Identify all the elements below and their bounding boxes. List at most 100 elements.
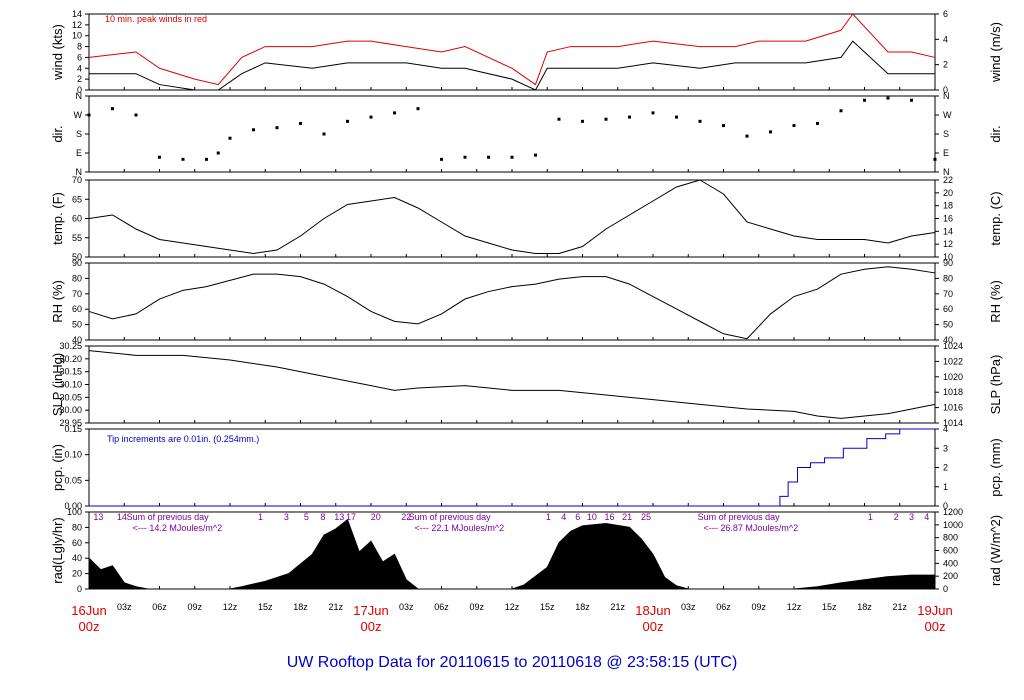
x-minor-label: 18z [575, 602, 590, 612]
direction-point [839, 109, 843, 113]
direction-point [416, 107, 420, 111]
left-tick-label-slp: 29.95 [59, 418, 82, 428]
rad-hour-mark: 8 [320, 512, 325, 522]
x-major-label: 16Jun [71, 603, 106, 618]
y-axis-label-temp: temp. (F) [50, 192, 65, 245]
left-tick-label-rh: 70 [72, 289, 82, 299]
y-axis-label-slp: SLP (inHg) [50, 353, 65, 416]
right-tick-label-rad: 800 [943, 533, 958, 543]
direction-point [722, 124, 725, 128]
left-tick-label-rad: 60 [72, 538, 82, 548]
direction-point [933, 157, 937, 161]
left-tick-label-wind: 12 [72, 20, 82, 30]
right-tick-label-rh: 80 [943, 273, 953, 283]
x-minor-label: 09z [469, 602, 484, 612]
y-axis-label-right-temp: temp. (C) [988, 191, 1003, 245]
left-tick-label-dir: W [74, 110, 83, 120]
rad-sum-label: Sum of previous day [698, 512, 781, 522]
right-tick-label-temp: 22 [943, 175, 953, 185]
x-minor-label: 09z [187, 602, 202, 612]
rad-hour-mark: 14 [117, 512, 127, 522]
left-tick-label-wind: 14 [72, 9, 82, 19]
data-marks [87, 13, 937, 590]
right-tick-label-temp: 12 [943, 239, 953, 249]
x-minor-label: 21z [610, 602, 625, 612]
left-tick-label-slp: 30.10 [59, 380, 82, 390]
right-tick-label-dir: E [943, 148, 949, 158]
rad-sum-value: <--- 14.2 MJoules/m^2 [133, 523, 223, 533]
rad-hour-mark: 13 [334, 512, 344, 522]
direction-point [299, 121, 302, 125]
direction-point [816, 121, 819, 125]
right-tick-label-rad: 200 [943, 571, 958, 581]
x-minor-label: 03z [681, 602, 696, 612]
direction-point [651, 111, 655, 115]
x-minor-label: 03z [117, 602, 132, 612]
left-tick-label-wind: 0 [77, 85, 82, 95]
direction-point [393, 111, 396, 115]
y-axis-label-right-slp: SLP (hPa) [988, 355, 1003, 415]
left-tick-label-wind: 6 [77, 52, 82, 62]
x-major-sublabel: 00z [643, 619, 664, 634]
direction-point [698, 119, 702, 123]
direction-point [557, 117, 561, 121]
left-tick-label-rad: 80 [72, 522, 82, 532]
direction-point [534, 153, 537, 157]
left-tick-label-rh: 40 [72, 335, 82, 345]
left-tick-label-slp: 30.20 [59, 354, 82, 364]
left-tick-label-temp: 65 [72, 194, 82, 204]
right-tick-label-wind: 2 [943, 60, 948, 70]
right-tick-label-rad: 1000 [943, 520, 963, 530]
right-tick-label-rh: 60 [943, 304, 953, 314]
x-minor-label: 12z [787, 602, 802, 612]
left-tick-label-slp: 30.00 [59, 405, 82, 415]
x-minor-label: 12z [223, 602, 238, 612]
left-tick-label-pcp: 0.10 [64, 450, 82, 460]
rad-hour-mark: 21 [622, 512, 632, 522]
right-tick-label-wind: 0 [943, 85, 948, 95]
left-tick-label-rh: 60 [72, 304, 82, 314]
right-tick-label-pcp: 3 [943, 443, 948, 453]
panel-frame-wind [88, 13, 936, 91]
right-tick-label-dir: W [943, 110, 952, 120]
right-tick-label-slp: 1016 [943, 403, 963, 413]
left-tick-label-dir: E [76, 148, 82, 158]
right-tick-label-dir: N [943, 91, 950, 101]
direction-point [87, 113, 91, 117]
rad-hour-mark: 4 [924, 512, 929, 522]
left-tick-label-rad: 20 [72, 569, 82, 579]
y-axis-label-pcp: pcp. (in) [50, 444, 65, 491]
left-tick-label-temp: 70 [72, 175, 82, 185]
y-axis-label-wind: wind (kts) [50, 24, 65, 81]
y-axis-label-right-pcp: pcp. (mm) [988, 438, 1003, 497]
right-tick-label-rh: 70 [943, 289, 953, 299]
rad-hour-mark: 4 [561, 512, 566, 522]
y-axis-label-dir: dir. [50, 125, 65, 142]
direction-point [510, 155, 514, 159]
right-tick-label-rad: 0 [943, 584, 948, 594]
precip-line [89, 428, 935, 507]
rad-sum-value: <--- 22.1 MJoules/m^2 [415, 523, 505, 533]
y-axis-label-right-wind: wind (m/s) [988, 22, 1003, 83]
right-tick-label-rh: 90 [943, 258, 953, 268]
rad-sum-value: <--- 26.87 MJoules/m^2 [704, 523, 799, 533]
y-axis-label-right-dir: dir. [988, 125, 1003, 142]
direction-point [181, 157, 185, 161]
direction-point [863, 98, 866, 102]
direction-point [228, 136, 232, 140]
rad-hour-mark: 3 [909, 512, 914, 522]
direction-point [487, 155, 490, 159]
rad-hour-mark: 25 [641, 512, 651, 522]
right-tick-label-wind: 4 [943, 34, 948, 44]
right-tick-label-temp: 16 [943, 214, 953, 224]
direction-point [111, 107, 114, 111]
x-major-sublabel: 00z [925, 619, 946, 634]
right-tick-label-slp: 1014 [943, 418, 963, 428]
direction-point [745, 134, 749, 138]
x-major-label: 19Jun [917, 603, 952, 618]
right-tick-label-slp: 1020 [943, 372, 963, 382]
right-tick-label-dir: S [943, 129, 949, 139]
left-tick-label-wind: 4 [77, 63, 82, 73]
